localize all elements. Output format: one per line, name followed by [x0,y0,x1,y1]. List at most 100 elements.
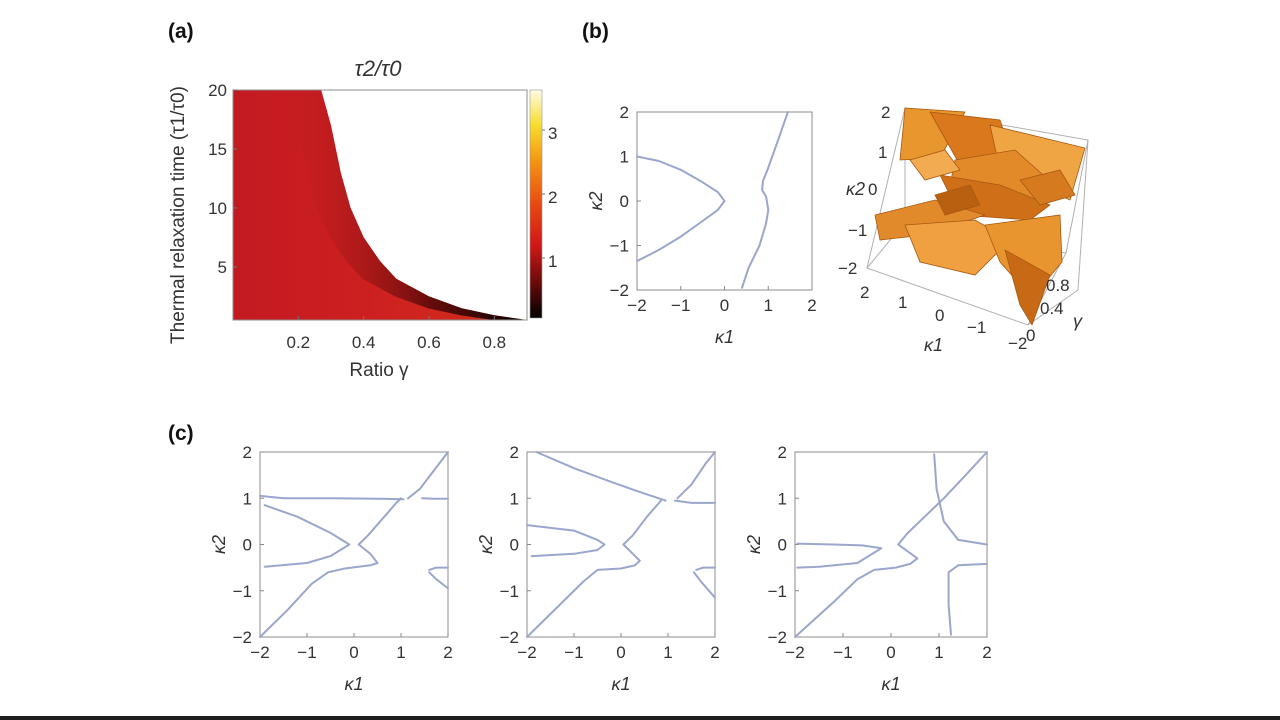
surface-kappa2-tick: 1 [878,143,887,162]
x-tick-label: −1 [671,296,690,315]
panel-a-xlabel: Ratio γ [349,360,409,381]
x-tick-label: 0 [886,643,895,662]
y-tick-label: 0 [778,536,787,555]
panel-c-label: (c) [168,422,194,445]
contour-curve-1 [796,542,883,569]
x-tick-label: 0.8 [483,333,507,352]
contour-curve-2 [526,524,606,558]
y-tick-label: 5 [218,258,227,277]
x-tick-label: 1 [663,643,672,662]
panel-a-title: τ2/τ0 [354,56,402,81]
y-tick-label: 15 [208,140,227,159]
surface-kappa2-tick: 2 [881,103,890,122]
surface-kappa2-label: κ2 [846,179,865,199]
y-tick-label: 2 [620,103,629,122]
contour-curve-4 [407,451,449,500]
y-tick-label: −2 [233,628,252,647]
contour-curve-6 [428,566,449,571]
contour-curve-1 [259,494,405,501]
y-tick-label: −1 [768,582,787,601]
surface-kappa1-tick: 0 [935,306,944,325]
x-tick-label: 1 [396,643,405,662]
x-tick-label: −2 [517,643,536,662]
colorbar [529,89,543,319]
contour-plot-c3: −2 −1 0 1 2 −2 −1 0 1 2 κ1 κ2 [744,443,992,694]
contour-curve-4 [676,451,716,500]
surface-kappa2-tick: −1 [848,221,867,240]
y-tick-label: 2 [510,443,519,462]
contour-curve-2 [741,111,789,289]
contour-curve-7 [692,571,716,599]
x-tick-label: 1 [764,296,773,315]
x-axis-label: κ1 [715,327,734,347]
heatmap [233,90,527,320]
colorbar-ticks: 3 2 1 [542,124,557,271]
contour-plot-c1: −2 −1 0 1 2 −2 −1 0 1 2 κ1 κ2 [209,443,453,694]
y-tick-label: 0 [510,536,519,555]
surface-gamma-tick: 0.8 [1046,276,1070,295]
y-tick-label: 0 [620,192,629,211]
y-tick-label: 1 [778,489,787,508]
heatmap-ticks: 0.2 0.4 0.6 0.8 5 10 15 20 [208,81,506,352]
contour-curve-3 [933,453,988,546]
panel-a-ylabel: Thermal relaxation time (τ1/τ0) [168,86,189,344]
x-axis-label: κ1 [344,674,363,694]
surface-kappa1-tick: −2 [1008,334,1027,353]
y-tick-label: 20 [208,81,227,100]
surface-kappa1-tick: 2 [860,283,869,302]
colorbar-tick-label: 2 [548,188,557,207]
heatmap-frame [232,89,528,321]
contour-plot-c2: −2 −1 0 1 2 −2 −1 0 1 2 κ1 κ2 [476,443,720,694]
x-tick-label: 0.6 [417,333,441,352]
y-tick-label: 0 [243,536,252,555]
contour-curve-3 [526,499,662,638]
y-axis-label: κ2 [744,535,764,554]
surface-kappa1-label: κ1 [924,335,943,355]
y-tick-label: 2 [778,443,787,462]
surface-kappa1-tick: 1 [898,293,907,312]
x-tick-label: 2 [443,643,452,662]
contour-plot-b: −2 −1 0 1 2 −2 −1 0 1 2 κ1 κ2 [586,103,817,347]
x-tick-label: 0.2 [287,333,311,352]
surface-kappa2-tick: 0 [868,180,877,199]
x-tick-label: −1 [297,643,316,662]
y-tick-label: −1 [233,582,252,601]
x-tick-label: 0 [349,643,358,662]
y-axis-label: κ2 [209,535,229,554]
x-tick-label: −2 [785,643,804,662]
y-tick-label: 1 [510,489,519,508]
x-tick-label: 1 [934,643,943,662]
y-tick-label: −2 [768,628,787,647]
x-tick-label: 2 [807,296,816,315]
x-tick-label: 0.4 [352,333,376,352]
contour-curve-6 [695,566,716,571]
y-tick-label: 2 [243,443,252,462]
surface-axis-labels: 2 1 0 −1 −2 κ2 2 1 0 −1 −2 κ1 0.8 0.4 0 … [838,103,1083,355]
contour-curve-2 [794,451,988,638]
contour-curve-4 [947,562,988,636]
y-tick-label: 1 [243,489,252,508]
contour-curve-3 [259,497,402,638]
y-tick-label: −2 [610,281,629,300]
x-tick-label: −2 [250,643,269,662]
surface-gamma-tick: 0 [1026,326,1035,345]
contour-curve-5 [674,499,716,504]
x-tick-label: −2 [627,296,646,315]
y-tick-label: 10 [208,199,227,218]
surface-gamma-label: γ [1073,311,1083,331]
x-tick-label: −1 [564,643,583,662]
x-tick-label: 2 [982,643,991,662]
contour-curve-7 [428,571,449,590]
y-axis-label: κ2 [476,535,496,554]
surface-gamma-tick: 0.4 [1040,299,1064,318]
y-tick-label: 1 [620,148,629,167]
x-axis-label: κ1 [881,674,900,694]
y-tick-label: −1 [610,237,629,256]
y-tick-label: −2 [500,628,519,647]
contour-curve-1 [636,155,726,263]
colorbar-tick-label: 3 [548,124,557,143]
contour-curve-1 [535,451,667,502]
surface-kappa2-tick: −2 [838,259,857,278]
